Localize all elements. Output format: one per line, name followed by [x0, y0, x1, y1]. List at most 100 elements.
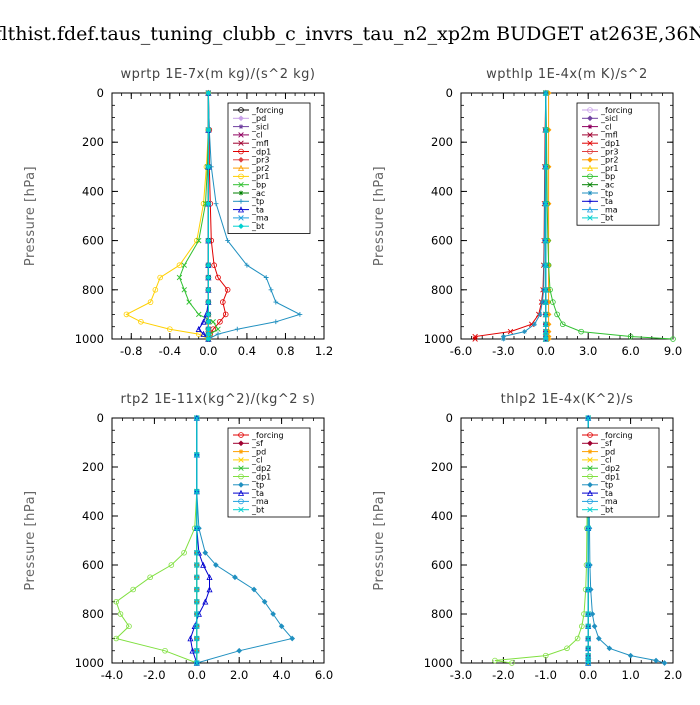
- data-point: [587, 440, 593, 447]
- legend-label: _ta: [251, 489, 264, 498]
- data-point: [587, 190, 593, 196]
- data-point: [585, 623, 591, 629]
- data-point: [194, 599, 200, 605]
- data-point: [238, 440, 244, 447]
- series-line: [474, 92, 547, 339]
- legend-label: _forcing: [251, 106, 284, 115]
- data-point: [587, 506, 593, 513]
- legend-label: _sicl: [251, 122, 269, 131]
- data-point: [587, 140, 593, 146]
- x-tick-label: -2.0: [492, 668, 514, 682]
- y-tick-label: 400: [82, 509, 104, 523]
- legend-item: _bp: [582, 172, 615, 181]
- legend-label: _tp: [251, 481, 264, 490]
- legend-label: _dp1: [600, 139, 620, 148]
- data-point: [147, 574, 153, 581]
- data-point: [126, 623, 132, 630]
- x-tick-label: -1.0: [535, 668, 557, 682]
- data-point: [537, 312, 543, 317]
- data-point: [509, 660, 515, 666]
- legend-label: _bp: [251, 181, 266, 190]
- data-point: [238, 132, 244, 138]
- legend-item: _ac: [582, 181, 614, 190]
- data-point: [587, 124, 593, 129]
- series-line: [207, 92, 229, 340]
- data-point: [543, 287, 549, 293]
- legend-label: _dp2: [251, 464, 271, 473]
- x-tick-label: -0.8: [120, 344, 142, 358]
- legend-item: _bt: [233, 222, 264, 231]
- data-point: [189, 647, 196, 654]
- series-line: [494, 417, 589, 664]
- legend: _forcing_sicl_cl_mfl_dp1_pr3_pr2_pr1_bp_…: [576, 102, 660, 226]
- legend-item: _ta: [582, 489, 613, 498]
- series-pr1: [123, 90, 212, 342]
- legend-item: _mfl: [582, 131, 618, 140]
- series-line: [502, 92, 547, 339]
- series-dp1: [472, 90, 549, 342]
- data-point: [194, 574, 200, 580]
- legend-label: _pd: [251, 114, 266, 123]
- legend-label: _cl: [251, 131, 263, 140]
- data-point: [194, 562, 200, 568]
- legend-label: _bt: [251, 506, 264, 515]
- data-point: [587, 156, 593, 163]
- figure-title: flthist.fdef.taus_tuning_clubb_c_invrs_t…: [0, 23, 700, 45]
- legend-label: _ta: [600, 489, 613, 498]
- data-point: [554, 311, 560, 318]
- y-tick-label: 400: [82, 184, 104, 198]
- data-point: [542, 335, 549, 342]
- x-tick-label: 4.0: [272, 668, 290, 682]
- data-point: [234, 326, 240, 332]
- legend-item: _pr1: [582, 164, 618, 173]
- legend-label: _sf: [600, 439, 612, 448]
- legend-item: _cl: [582, 122, 612, 131]
- x-tick-label: 1.2: [315, 344, 333, 358]
- y-axis-label: Pressure [hPa]: [372, 490, 387, 590]
- legend-item: _ta: [233, 205, 264, 214]
- data-point: [220, 299, 226, 305]
- legend-item: _cl: [233, 131, 263, 140]
- data-point: [195, 325, 202, 332]
- data-point: [205, 318, 212, 325]
- series-bt: [205, 90, 212, 342]
- legend-item: _ma: [582, 205, 618, 214]
- data-point: [472, 336, 478, 342]
- data-point: [542, 652, 549, 659]
- y-tick-label: 800: [431, 283, 453, 297]
- data-point: [194, 635, 200, 642]
- x-tick-label: -2.0: [143, 668, 165, 682]
- series-ta: [187, 414, 213, 666]
- legend-label: _pr1: [600, 164, 618, 173]
- data-point: [232, 574, 238, 581]
- legend-label: _dp1: [251, 147, 271, 156]
- data-point: [187, 635, 194, 642]
- data-point: [194, 550, 200, 556]
- series-bt: [194, 415, 200, 666]
- data-point: [579, 623, 585, 630]
- legend-label: _bt: [251, 222, 264, 231]
- x-tick-label: 0.0: [579, 668, 597, 682]
- data-point: [278, 623, 285, 630]
- data-point: [181, 262, 187, 268]
- x-tick-label: 3.0: [579, 344, 597, 358]
- data-point: [550, 299, 556, 305]
- legend-item: _tp: [233, 197, 264, 206]
- data-point: [587, 107, 593, 113]
- y-tick-label: 1000: [424, 656, 453, 670]
- data-point: [238, 465, 244, 471]
- legend-label: _ta: [600, 197, 613, 206]
- data-point: [586, 164, 594, 171]
- data-point: [205, 274, 212, 281]
- data-point: [273, 319, 279, 325]
- legend-item: _sf: [582, 439, 612, 448]
- panel-title: thlp2 1E-4x(K^2)/s: [501, 392, 634, 407]
- legend-box: [576, 102, 660, 226]
- legend-label: _sicl: [600, 114, 618, 123]
- data-point: [202, 549, 209, 556]
- data-point: [238, 506, 244, 513]
- legend-item: _forcing: [233, 106, 284, 115]
- legend-item: _ta: [582, 197, 613, 206]
- x-tick-label: 6.0: [621, 344, 639, 358]
- data-point: [200, 561, 207, 568]
